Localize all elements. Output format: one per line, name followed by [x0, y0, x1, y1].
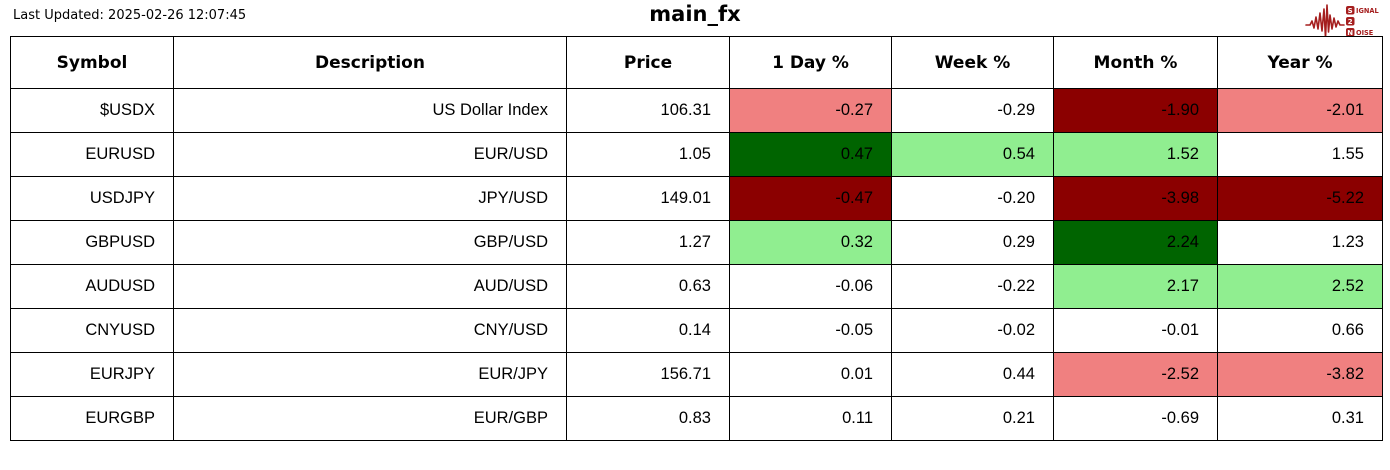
table-row: EURUSD EUR/USD 1.05 0.47 0.54 1.52 1.55	[10, 132, 1383, 177]
price-cell: 149.01	[566, 176, 730, 221]
description-cell: CNY/USD	[173, 308, 567, 353]
column-header-week-: Week %	[891, 36, 1054, 89]
pct-cell: -0.22	[891, 264, 1054, 309]
price-cell: 1.05	[566, 132, 730, 177]
pct-cell: 0.01	[729, 352, 892, 397]
pct-cell: -0.06	[729, 264, 892, 309]
price-cell: 0.14	[566, 308, 730, 353]
pct-cell: 0.66	[1217, 308, 1383, 353]
symbol-cell: AUDUSD	[10, 264, 174, 309]
price-cell: 0.63	[566, 264, 730, 309]
pct-cell: 0.47	[729, 132, 892, 177]
pct-cell: 1.23	[1217, 220, 1383, 265]
pct-cell: 0.29	[891, 220, 1054, 265]
description-cell: EUR/JPY	[173, 352, 567, 397]
pct-cell: -0.27	[729, 88, 892, 133]
waveform-icon	[1305, 4, 1345, 39]
svg-text:IGNAL: IGNAL	[1356, 7, 1379, 15]
page-title: main_fx	[649, 2, 741, 26]
table-row: EURGBP EUR/GBP 0.83 0.11 0.21 -0.69 0.31	[10, 396, 1383, 441]
last-updated-text: Last Updated: 2025-02-26 12:07:45	[13, 8, 247, 23]
description-cell: EUR/GBP	[173, 396, 567, 441]
pct-cell: -0.02	[891, 308, 1054, 353]
pct-cell: -5.22	[1217, 176, 1383, 221]
pct-cell: 0.21	[891, 396, 1054, 441]
table-row: AUDUSD AUD/USD 0.63 -0.06 -0.22 2.17 2.52	[10, 264, 1383, 309]
symbol-cell: CNYUSD	[10, 308, 174, 353]
description-cell: AUD/USD	[173, 264, 567, 309]
pct-cell: -2.01	[1217, 88, 1383, 133]
symbol-cell: GBPUSD	[10, 220, 174, 265]
pct-cell: 2.52	[1217, 264, 1383, 309]
table-row: GBPUSD GBP/USD 1.27 0.32 0.29 2.24 1.23	[10, 220, 1383, 265]
table-row: EURJPY EUR/JPY 156.71 0.01 0.44 -2.52 -3.82	[10, 352, 1383, 397]
price-cell: 1.27	[566, 220, 730, 265]
pct-cell: 0.44	[891, 352, 1054, 397]
fx-table: Symbol Description Price 1 Day % Week % Month…	[10, 36, 1383, 441]
pct-cell: 2.17	[1053, 264, 1218, 309]
pct-cell: 0.54	[891, 132, 1054, 177]
svg-text:2: 2	[1348, 18, 1353, 26]
column-header-1-day-: 1 Day %	[729, 36, 892, 89]
pct-cell: -0.69	[1053, 396, 1218, 441]
svg-text:S: S	[1348, 7, 1353, 15]
pct-cell: 0.31	[1217, 396, 1383, 441]
pct-cell: -1.90	[1053, 88, 1218, 133]
pct-cell: -0.05	[729, 308, 892, 353]
description-cell: GBP/USD	[173, 220, 567, 265]
pct-cell: -3.82	[1217, 352, 1383, 397]
description-cell: US Dollar Index	[173, 88, 567, 133]
pct-cell: 2.24	[1053, 220, 1218, 265]
symbol-cell: $USDX	[10, 88, 174, 133]
column-header-description: Description	[173, 36, 567, 89]
price-cell: 0.83	[566, 396, 730, 441]
table-row: CNYUSD CNY/USD 0.14 -0.05 -0.02 -0.01 0.66	[10, 308, 1383, 353]
price-cell: 156.71	[566, 352, 730, 397]
table-row: USDJPY JPY/USD 149.01 -0.47 -0.20 -3.98 -5.22	[10, 176, 1383, 221]
pct-cell: 1.52	[1053, 132, 1218, 177]
pct-cell: -2.52	[1053, 352, 1218, 397]
symbol-cell: EURGBP	[10, 396, 174, 441]
pct-cell: -0.29	[891, 88, 1054, 133]
symbol-cell: USDJPY	[10, 176, 174, 221]
column-header-symbol: Symbol	[10, 36, 174, 89]
symbol-cell: EURUSD	[10, 132, 174, 177]
pct-cell: -0.47	[729, 176, 892, 221]
pct-cell: 0.32	[729, 220, 892, 265]
pct-cell: -0.20	[891, 176, 1054, 221]
symbol-cell: EURJPY	[10, 352, 174, 397]
pct-cell: -3.98	[1053, 176, 1218, 221]
svg-text:N: N	[1347, 29, 1353, 37]
column-header-year-: Year %	[1217, 36, 1383, 89]
table-row: $USDX US Dollar Index 106.31 -0.27 -0.29 -1.9…	[10, 88, 1383, 133]
pct-cell: 0.11	[729, 396, 892, 441]
pct-cell: -0.01	[1053, 308, 1218, 353]
column-header-month-: Month %	[1053, 36, 1218, 89]
description-cell: EUR/USD	[173, 132, 567, 177]
pct-cell: 1.55	[1217, 132, 1383, 177]
logo-text: S IGNAL 2 N OISE	[1346, 6, 1379, 37]
price-cell: 106.31	[566, 88, 730, 133]
column-header-price: Price	[566, 36, 730, 89]
description-cell: JPY/USD	[173, 176, 567, 221]
svg-text:OISE: OISE	[1356, 29, 1374, 37]
table-header-row: Symbol Description Price 1 Day % Week % Month…	[10, 36, 1383, 89]
